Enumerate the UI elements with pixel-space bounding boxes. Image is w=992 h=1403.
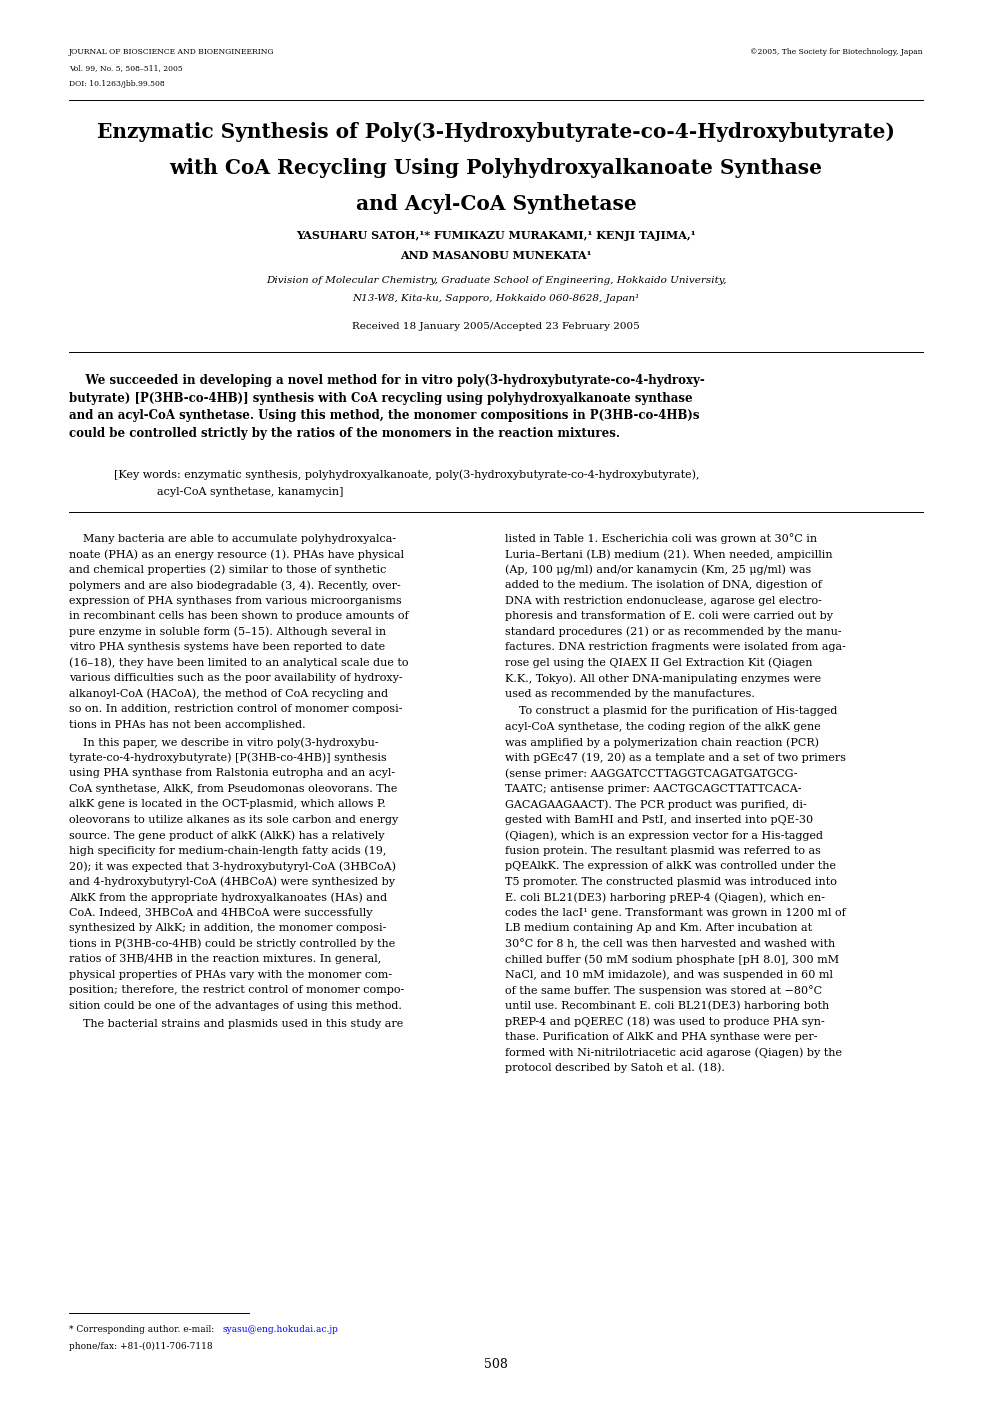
Text: [Key words: enzymatic synthesis, polyhydroxyalkanoate, poly(3-hydroxybutyrate-co: [Key words: enzymatic synthesis, polyhyd… xyxy=(114,469,699,480)
Text: protocol described by Satoh et al. (18).: protocol described by Satoh et al. (18). xyxy=(505,1063,725,1073)
Text: * Corresponding author. e-mail:: * Corresponding author. e-mail: xyxy=(69,1324,217,1334)
Text: (Ap, 100 μg/ml) and/or kanamycin (Km, 25 μg/ml) was: (Ap, 100 μg/ml) and/or kanamycin (Km, 25… xyxy=(505,564,811,575)
Text: NaCl, and 10 mM imidazole), and was suspended in 60 ml: NaCl, and 10 mM imidazole), and was susp… xyxy=(505,969,833,981)
Text: pREP-4 and pQEREC (18) was used to produce PHA syn-: pREP-4 and pQEREC (18) was used to produ… xyxy=(505,1016,824,1027)
Text: was amplified by a polymerization chain reaction (PCR): was amplified by a polymerization chain … xyxy=(505,738,819,748)
Text: DOI: 10.1263/jbb.99.508: DOI: 10.1263/jbb.99.508 xyxy=(69,80,165,88)
Text: phoresis and transformation of E. coli were carried out by: phoresis and transformation of E. coli w… xyxy=(505,610,833,622)
Text: TAATC; antisense primer: AACTGCAGCTTATTCACA-: TAATC; antisense primer: AACTGCAGCTTATTC… xyxy=(505,784,802,794)
Text: pure enzyme in soluble form (5–15). Although several in: pure enzyme in soluble form (5–15). Alth… xyxy=(69,627,386,637)
Text: gested with BamHI and PstI, and inserted into pQE-30: gested with BamHI and PstI, and inserted… xyxy=(505,815,813,825)
Text: in recombinant cells has been shown to produce amounts of: in recombinant cells has been shown to p… xyxy=(69,610,409,622)
Text: and an acyl-CoA synthetase. Using this method, the monomer compositions in P(3HB: and an acyl-CoA synthetase. Using this m… xyxy=(69,410,699,422)
Text: source. The gene product of alkK (AlkK) has a relatively: source. The gene product of alkK (AlkK) … xyxy=(69,831,385,840)
Text: fusion protein. The resultant plasmid was referred to as: fusion protein. The resultant plasmid wa… xyxy=(505,846,820,856)
Text: Vol. 99, No. 5, 508–511, 2005: Vol. 99, No. 5, 508–511, 2005 xyxy=(69,65,183,72)
Text: physical properties of PHAs vary with the monomer com-: physical properties of PHAs vary with th… xyxy=(69,969,392,979)
Text: sition could be one of the advantages of using this method.: sition could be one of the advantages of… xyxy=(69,1000,402,1010)
Text: synthesized by AlkK; in addition, the monomer composi-: synthesized by AlkK; in addition, the mo… xyxy=(69,923,386,933)
Text: LB medium containing Ap and Km. After incubation at: LB medium containing Ap and Km. After in… xyxy=(505,923,812,933)
Text: and 4-hydroxybutyryl-CoA (4HBCoA) were synthesized by: and 4-hydroxybutyryl-CoA (4HBCoA) were s… xyxy=(69,877,395,887)
Text: tions in P(3HB-co-4HB) could be strictly controlled by the: tions in P(3HB-co-4HB) could be strictly… xyxy=(69,939,395,950)
Text: butyrate) [P(3HB-co-4HB)] synthesis with CoA recycling using polyhydroxyalkanoat: butyrate) [P(3HB-co-4HB)] synthesis with… xyxy=(69,391,692,404)
Text: so on. In addition, restriction control of monomer composi-: so on. In addition, restriction control … xyxy=(69,704,403,714)
Text: thase. Purification of AlkK and PHA synthase were per-: thase. Purification of AlkK and PHA synt… xyxy=(505,1031,817,1042)
Text: chilled buffer (50 mM sodium phosphate [pH 8.0], 300 mM: chilled buffer (50 mM sodium phosphate [… xyxy=(505,954,839,965)
Text: T5 promoter. The constructed plasmid was introduced into: T5 promoter. The constructed plasmid was… xyxy=(505,877,837,887)
Text: (16–18), they have been limited to an analytical scale due to: (16–18), they have been limited to an an… xyxy=(69,658,409,668)
Text: Enzymatic Synthesis of Poly(3-Hydroxybutyrate-co-4-Hydroxybutyrate): Enzymatic Synthesis of Poly(3-Hydroxybut… xyxy=(97,122,895,142)
Text: with pGEc47 (19, 20) as a template and a set of two primers: with pGEc47 (19, 20) as a template and a… xyxy=(505,753,846,763)
Text: of the same buffer. The suspension was stored at −80°C: of the same buffer. The suspension was s… xyxy=(505,985,822,996)
Text: polymers and are also biodegradable (3, 4). Recently, over-: polymers and are also biodegradable (3, … xyxy=(69,579,401,591)
Text: CoA. Indeed, 3HBCoA and 4HBCoA were successfully: CoA. Indeed, 3HBCoA and 4HBCoA were succ… xyxy=(69,908,373,918)
Text: YASUHARU SATOH,¹* FUMIKAZU MURAKAMI,¹ KENJI TAJIMA,¹: YASUHARU SATOH,¹* FUMIKAZU MURAKAMI,¹ KE… xyxy=(297,230,695,241)
Text: with CoA Recycling Using Polyhydroxyalkanoate Synthase: with CoA Recycling Using Polyhydroxyalka… xyxy=(170,159,822,178)
Text: GACAGAAGAACT). The PCR product was purified, di-: GACAGAAGAACT). The PCR product was purif… xyxy=(505,800,806,810)
Text: K.K., Tokyo). All other DNA-manipulating enzymes were: K.K., Tokyo). All other DNA-manipulating… xyxy=(505,673,821,683)
Text: In this paper, we describe in vitro poly(3-hydroxybu-: In this paper, we describe in vitro poly… xyxy=(69,738,379,748)
Text: position; therefore, the restrict control of monomer compo-: position; therefore, the restrict contro… xyxy=(69,985,405,995)
Text: standard procedures (21) or as recommended by the manu-: standard procedures (21) or as recommend… xyxy=(505,627,841,637)
Text: acyl-CoA synthetase, the coding region of the alkK gene: acyl-CoA synthetase, the coding region o… xyxy=(505,721,820,732)
Text: high specificity for medium-chain-length fatty acids (19,: high specificity for medium-chain-length… xyxy=(69,846,386,856)
Text: codes the lacI¹ gene. Transformant was grown in 1200 ml of: codes the lacI¹ gene. Transformant was g… xyxy=(505,908,846,918)
Text: various difficulties such as the poor availability of hydroxy-: various difficulties such as the poor av… xyxy=(69,673,403,683)
Text: To construct a plasmid for the purification of His-tagged: To construct a plasmid for the purificat… xyxy=(505,706,837,717)
Text: using PHA synthase from Ralstonia eutropha and an acyl-: using PHA synthase from Ralstonia eutrop… xyxy=(69,769,395,779)
Text: vitro PHA synthesis systems have been reported to date: vitro PHA synthesis systems have been re… xyxy=(69,643,385,652)
Text: acyl-CoA synthetase, kanamycin]: acyl-CoA synthetase, kanamycin] xyxy=(157,487,343,497)
Text: ©2005, The Society for Biotechnology, Japan: ©2005, The Society for Biotechnology, Ja… xyxy=(750,48,923,56)
Text: The bacterial strains and plasmids used in this study are: The bacterial strains and plasmids used … xyxy=(69,1019,404,1028)
Text: (Qiagen), which is an expression vector for a His-tagged: (Qiagen), which is an expression vector … xyxy=(505,831,823,840)
Text: CoA synthetase, AlkK, from Pseudomonas oleovorans. The: CoA synthetase, AlkK, from Pseudomonas o… xyxy=(69,784,398,794)
Text: rose gel using the QIAEX II Gel Extraction Kit (Qiagen: rose gel using the QIAEX II Gel Extracti… xyxy=(505,658,812,668)
Text: formed with Ni-nitrilotriacetic acid agarose (Qiagen) by the: formed with Ni-nitrilotriacetic acid aga… xyxy=(505,1047,842,1058)
Text: factures. DNA restriction fragments were isolated from aga-: factures. DNA restriction fragments were… xyxy=(505,643,846,652)
Text: used as recommended by the manufactures.: used as recommended by the manufactures. xyxy=(505,689,755,699)
Text: tyrate-co-4-hydroxybutyrate) [P(3HB-co-4HB)] synthesis: tyrate-co-4-hydroxybutyrate) [P(3HB-co-4… xyxy=(69,753,387,763)
Text: AlkK from the appropriate hydroxyalkanoates (HAs) and: AlkK from the appropriate hydroxyalkanoa… xyxy=(69,892,387,904)
Text: listed in Table 1. Escherichia coli was grown at 30°C in: listed in Table 1. Escherichia coli was … xyxy=(505,533,817,544)
Text: and Acyl-CoA Synthetase: and Acyl-CoA Synthetase xyxy=(355,194,637,215)
Text: alkK gene is located in the OCT-plasmid, which allows P.: alkK gene is located in the OCT-plasmid,… xyxy=(69,800,386,810)
Text: DNA with restriction endonuclease, agarose gel electro-: DNA with restriction endonuclease, agaro… xyxy=(505,595,822,606)
Text: Division of Molecular Chemistry, Graduate School of Engineering, Hokkaido Univer: Division of Molecular Chemistry, Graduat… xyxy=(266,276,726,285)
Text: added to the medium. The isolation of DNA, digestion of: added to the medium. The isolation of DN… xyxy=(505,579,822,591)
Text: Many bacteria are able to accumulate polyhydroxyalca-: Many bacteria are able to accumulate pol… xyxy=(69,533,396,543)
Text: and chemical properties (2) similar to those of synthetic: and chemical properties (2) similar to t… xyxy=(69,564,386,575)
Text: until use. Recombinant E. coli BL21(DE3) harboring both: until use. Recombinant E. coli BL21(DE3)… xyxy=(505,1000,829,1012)
Text: JOURNAL OF BIOSCIENCE AND BIOENGINEERING: JOURNAL OF BIOSCIENCE AND BIOENGINEERING xyxy=(69,48,275,56)
Text: tions in PHAs has not been accomplished.: tions in PHAs has not been accomplished. xyxy=(69,720,306,730)
Text: expression of PHA synthases from various microorganisms: expression of PHA synthases from various… xyxy=(69,595,402,606)
Text: 508: 508 xyxy=(484,1358,508,1371)
Text: ratios of 3HB/4HB in the reaction mixtures. In general,: ratios of 3HB/4HB in the reaction mixtur… xyxy=(69,954,381,964)
Text: syasu@eng.hokudai.ac.jp: syasu@eng.hokudai.ac.jp xyxy=(222,1324,338,1334)
Text: Luria–Bertani (LB) medium (21). When needed, ampicillin: Luria–Bertani (LB) medium (21). When nee… xyxy=(505,549,832,560)
Text: oleovorans to utilize alkanes as its sole carbon and energy: oleovorans to utilize alkanes as its sol… xyxy=(69,815,398,825)
Text: Received 18 January 2005/Accepted 23 February 2005: Received 18 January 2005/Accepted 23 Feb… xyxy=(352,323,640,331)
Text: AND MASANOBU MUNEKATA¹: AND MASANOBU MUNEKATA¹ xyxy=(400,250,592,261)
Text: alkanoyl-CoA (HACoA), the method of CoA recycling and: alkanoyl-CoA (HACoA), the method of CoA … xyxy=(69,689,388,699)
Text: N13-W8, Kita-ku, Sapporo, Hokkaido 060-8628, Japan¹: N13-W8, Kita-ku, Sapporo, Hokkaido 060-8… xyxy=(352,295,640,303)
Text: noate (PHA) as an energy resource (1). PHAs have physical: noate (PHA) as an energy resource (1). P… xyxy=(69,549,404,560)
Text: We succeeded in developing a novel method for in vitro poly(3-hydroxybutyrate-co: We succeeded in developing a novel metho… xyxy=(69,375,704,387)
Text: pQEAlkK. The expression of alkK was controlled under the: pQEAlkK. The expression of alkK was cont… xyxy=(505,861,836,871)
Text: phone/fax: +81-(0)11-706-7118: phone/fax: +81-(0)11-706-7118 xyxy=(69,1341,212,1351)
Text: E. coli BL21(DE3) harboring pREP-4 (Qiagen), which en-: E. coli BL21(DE3) harboring pREP-4 (Qiag… xyxy=(505,892,825,904)
Text: 20); it was expected that 3-hydroxybutyryl-CoA (3HBCoA): 20); it was expected that 3-hydroxybutyr… xyxy=(69,861,396,871)
Text: 30°C for 8 h, the cell was then harvested and washed with: 30°C for 8 h, the cell was then harveste… xyxy=(505,939,835,950)
Text: could be controlled strictly by the ratios of the monomers in the reaction mixtu: could be controlled strictly by the rati… xyxy=(69,427,620,439)
Text: (sense primer: AAGGATCCTTAGGTCAGATGATGCG-: (sense primer: AAGGATCCTTAGGTCAGATGATGCG… xyxy=(505,769,798,779)
